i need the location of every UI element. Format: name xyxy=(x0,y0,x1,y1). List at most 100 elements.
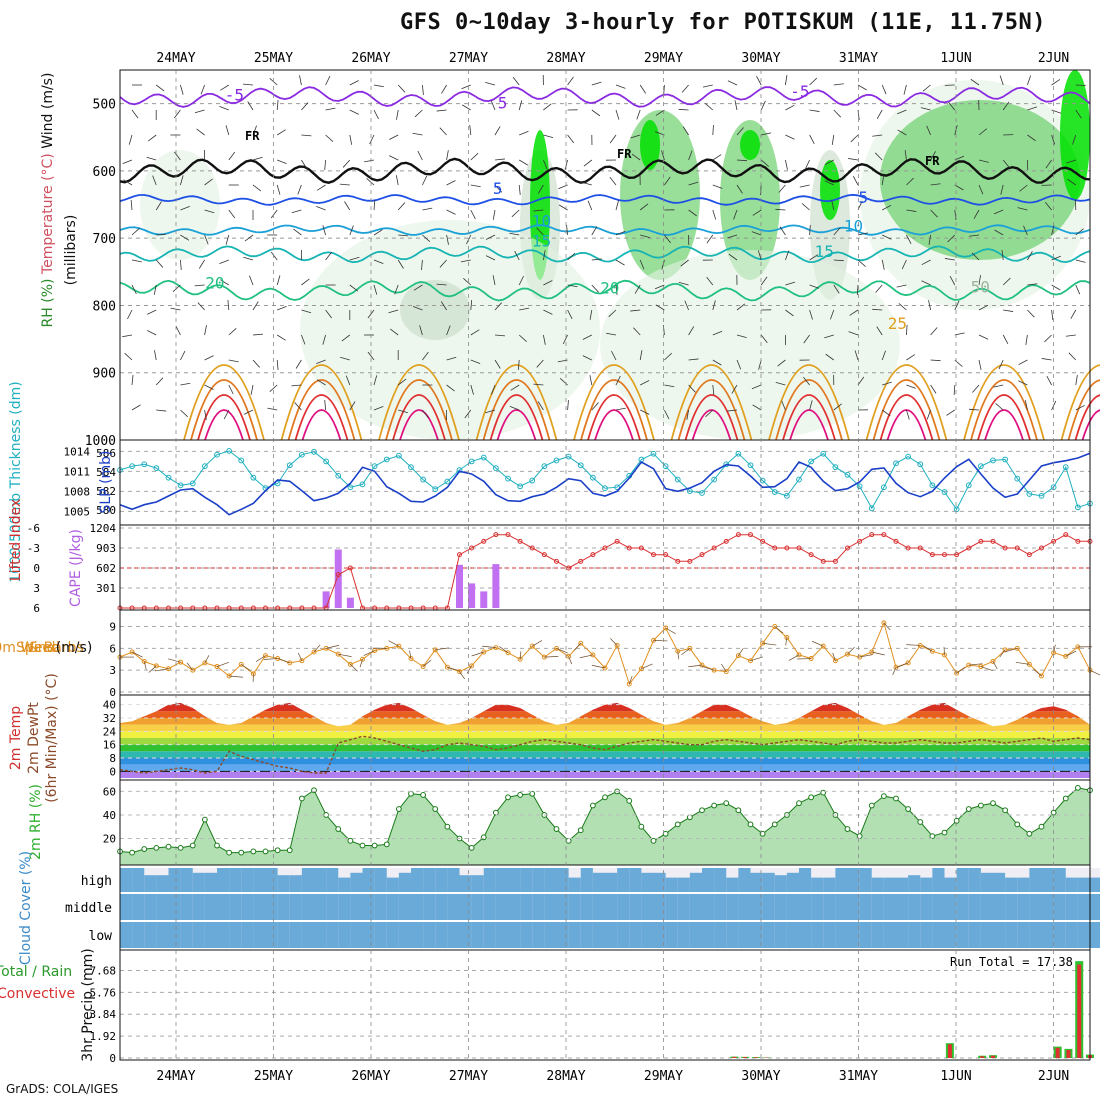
barb-26-0 xyxy=(756,75,762,86)
cloud-bar-1-67 xyxy=(932,894,945,920)
barb-22-3 xyxy=(661,150,665,161)
barb-20-1 xyxy=(615,109,620,120)
cloud-bar-1-27 xyxy=(447,894,460,920)
barb-32-13 xyxy=(906,409,910,420)
slp-tick-1008: 1008 xyxy=(64,485,91,498)
barb-21-11 xyxy=(639,350,643,361)
barb-11-7 xyxy=(397,259,404,269)
barb-5-8 xyxy=(249,275,254,286)
wind-barb-25 xyxy=(422,659,432,667)
li-point-70 xyxy=(966,545,972,551)
cloud-bar-1-76 xyxy=(1041,894,1055,920)
barb-9-6 xyxy=(349,225,354,236)
rh2m-point-54 xyxy=(771,821,778,828)
rh2m-point-63 xyxy=(880,793,887,800)
bl-isotherm-7-3 xyxy=(886,409,927,441)
barb-18-10 xyxy=(562,334,568,345)
barb-14-13 xyxy=(464,409,472,419)
rh2m-point-60 xyxy=(844,826,851,832)
wind-point-38 xyxy=(578,640,584,646)
barb-16-6 xyxy=(509,232,520,236)
barb-7-4 xyxy=(297,184,302,195)
cloud-bar-1-22 xyxy=(386,894,400,920)
barb-14-9 xyxy=(470,300,473,311)
precip-axis-label: 3hr Precip (mm) xyxy=(80,948,96,1061)
temp-axis-label-3-part-0: (6hr Min/Max) (°C) xyxy=(44,673,60,803)
cloud-bar-1-16 xyxy=(314,894,327,920)
li-point-78 xyxy=(1063,532,1069,538)
barb-8-2 xyxy=(325,134,334,142)
cloud-bar-2-32 xyxy=(508,922,521,948)
barb-30-6 xyxy=(857,232,868,236)
barb-23-13 xyxy=(686,409,689,420)
thick-point-9 xyxy=(226,447,233,454)
barb-3-1 xyxy=(194,109,205,114)
cloud-bar-2-22 xyxy=(386,922,400,948)
temp-band-3 xyxy=(120,718,1090,725)
thick-point-72 xyxy=(990,457,996,464)
thick-point-23 xyxy=(395,452,402,459)
barb-37-4 xyxy=(1019,184,1028,192)
freezing-label-2: FR xyxy=(925,154,940,168)
barb-16-4 xyxy=(518,184,521,195)
li-tick--3: -3 xyxy=(27,542,40,555)
cloud-bar-1-15 xyxy=(301,894,315,920)
barb-36-1 xyxy=(1002,101,1010,111)
cloud-bar-2-6 xyxy=(192,922,206,948)
barb-10-4 xyxy=(366,178,375,186)
barb-3-5 xyxy=(204,209,215,214)
barb-14-12 xyxy=(470,384,474,395)
barb-2-11 xyxy=(180,350,186,361)
barb-25-13 xyxy=(727,409,738,412)
li-point-61 xyxy=(857,538,863,544)
barb-33-5 xyxy=(930,209,938,218)
li-point-49 xyxy=(711,545,717,551)
wind-barb-37 xyxy=(568,656,573,665)
barb-29-11 xyxy=(825,353,835,361)
cloud-bar-1-50 xyxy=(726,894,739,920)
barb-12-9 xyxy=(412,306,423,311)
barb-2-13 xyxy=(180,409,188,418)
barb-30-10 xyxy=(848,331,859,336)
cloud-bar-1-30 xyxy=(483,894,497,920)
barb-17-4 xyxy=(537,184,544,194)
thick-point-30 xyxy=(480,454,487,461)
barb-2-0 xyxy=(180,84,184,95)
barb-35-9 xyxy=(978,304,989,311)
bl-isotherm-7-0 xyxy=(865,364,948,441)
barb-25-9 xyxy=(736,303,746,311)
barb-1-5 xyxy=(155,201,162,211)
cloud-bar-2-49 xyxy=(714,922,727,948)
bl-isotherm-0-0 xyxy=(183,364,265,441)
cloud-bar-2-52 xyxy=(750,922,764,948)
barb-27-2 xyxy=(785,134,795,140)
wind-point-3 xyxy=(153,663,159,669)
barb-2-5 xyxy=(180,206,190,211)
cloud-bar-0-5 xyxy=(180,868,194,892)
barb-6-1 xyxy=(276,100,279,111)
barb-20-11 xyxy=(611,350,617,361)
isotherm-label-0: -5 xyxy=(225,85,244,104)
barb-24-4 xyxy=(712,184,723,189)
date-bottom-30MAY: 30MAY xyxy=(741,1069,780,1084)
wind-barb-47 xyxy=(681,648,691,656)
barb-36-9 xyxy=(1003,309,1014,312)
barb-8-10 xyxy=(322,334,326,345)
barb-24-9 xyxy=(712,300,716,311)
cloud-bar-2-37 xyxy=(568,922,582,948)
date-top-30MAY: 30MAY xyxy=(741,51,780,66)
barb-1-4 xyxy=(152,175,157,186)
barb-8-1 xyxy=(325,107,336,111)
cloud-bar-1-44 xyxy=(653,894,667,920)
barb-2-10 xyxy=(175,325,181,336)
cloud-bar-0-33 xyxy=(520,868,533,892)
barb-13-3 xyxy=(446,150,449,161)
wind-point-24 xyxy=(408,656,414,662)
date-bottom-27MAY: 27MAY xyxy=(449,1069,488,1084)
thick-point-25 xyxy=(420,476,427,483)
cloud-bar-1-32 xyxy=(508,894,521,920)
barb-2-1 xyxy=(174,109,181,119)
cloud-bar-0-68 xyxy=(944,877,958,892)
cloud-bar-0-1 xyxy=(132,868,145,892)
thickness-axis-label-part-0: 1000-500mb Thickness (dm) xyxy=(8,381,24,582)
